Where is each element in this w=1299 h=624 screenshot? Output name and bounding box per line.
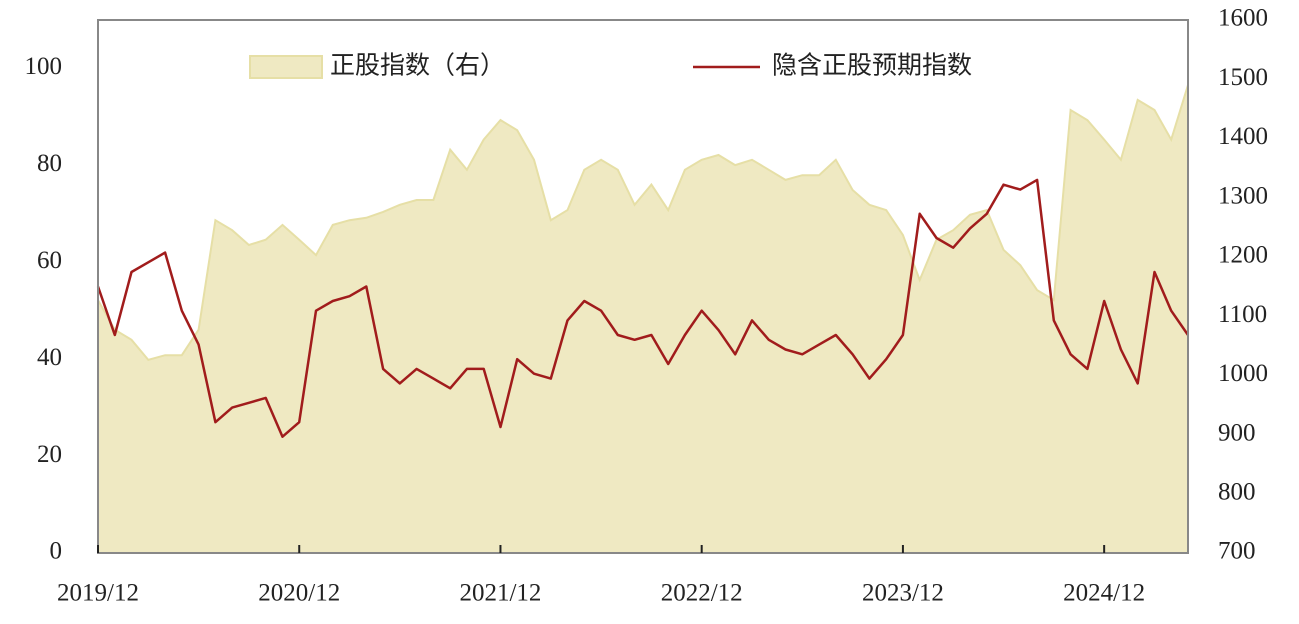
area bbox=[97, 84, 1189, 554]
legend-label: 隐含正股预期指数 bbox=[772, 52, 972, 80]
x-tick-label: 2024/12 bbox=[1063, 580, 1145, 607]
y2-tick-label: 1500 bbox=[1218, 64, 1268, 91]
x-tick-label: 2023/12 bbox=[862, 580, 944, 607]
x-tick-label: 2019/12 bbox=[57, 580, 139, 607]
y-tick-label: 100 bbox=[25, 53, 63, 80]
x-tick-label: 2021/12 bbox=[459, 580, 541, 607]
y2-tick-label: 900 bbox=[1218, 419, 1256, 446]
legend-label: 正股指数（右） bbox=[330, 52, 505, 80]
y2-tick-label: 1300 bbox=[1218, 182, 1268, 209]
y2-tick-label: 1100 bbox=[1218, 301, 1267, 328]
y2-tick-label: 800 bbox=[1218, 479, 1256, 506]
y2-tick-label: 700 bbox=[1218, 538, 1256, 565]
y-tick-label: 40 bbox=[37, 344, 62, 371]
x-tick-label: 2022/12 bbox=[661, 580, 743, 607]
y2-tick-label: 1000 bbox=[1218, 360, 1268, 387]
y-tick-label: 0 bbox=[50, 538, 63, 565]
y-tick-label: 60 bbox=[37, 247, 62, 274]
y2-tick-label: 1600 bbox=[1218, 5, 1268, 32]
x-tick-label: 2020/12 bbox=[258, 580, 340, 607]
y-tick-label: 80 bbox=[37, 150, 62, 177]
plot-frame bbox=[97, 19, 1189, 554]
y-tick-label: 20 bbox=[37, 441, 62, 468]
y2-tick-label: 1400 bbox=[1218, 123, 1268, 150]
y2-tick-label: 1200 bbox=[1218, 242, 1268, 269]
legend-swatch bbox=[249, 55, 323, 79]
line bbox=[96, 178, 1190, 438]
